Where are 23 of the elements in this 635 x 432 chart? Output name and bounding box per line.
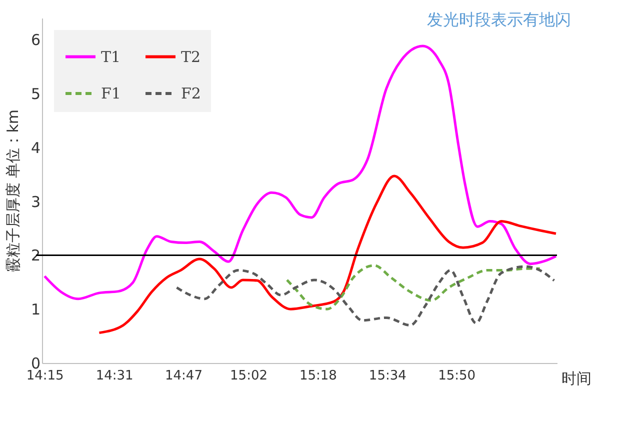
legend-label: F2 (181, 84, 201, 102)
y-tick-label: 6 (30, 31, 40, 50)
y-tick-label: 5 (30, 84, 40, 103)
y-tick-label: 4 (30, 138, 40, 157)
x-tick-label: 15:50 (438, 368, 476, 384)
y-tick-label: 1 (30, 300, 40, 319)
x-tick-label: 15:34 (368, 368, 406, 384)
x-axis-title: 时间 (562, 370, 592, 388)
line-series (175, 265, 556, 327)
legend-label: F1 (101, 84, 121, 102)
x-tick-label: 14:15 (26, 368, 64, 384)
x-tick-label: 15:18 (299, 368, 337, 384)
legend-label: T2 (181, 48, 201, 66)
y-tick-label: 3 (30, 192, 40, 211)
annotation: 发光时段表示有地闪 (427, 10, 571, 29)
legend-label: T1 (101, 48, 121, 66)
x-tick-label: 15:02 (230, 368, 268, 384)
line-series (43, 44, 558, 300)
x-tick-label: 14:31 (96, 368, 134, 384)
y-axis-title: 霰粒子层厚度 单位：km (4, 109, 22, 273)
line-series (98, 174, 558, 334)
x-tick-label: 14:47 (165, 368, 202, 384)
line-series (286, 264, 542, 310)
